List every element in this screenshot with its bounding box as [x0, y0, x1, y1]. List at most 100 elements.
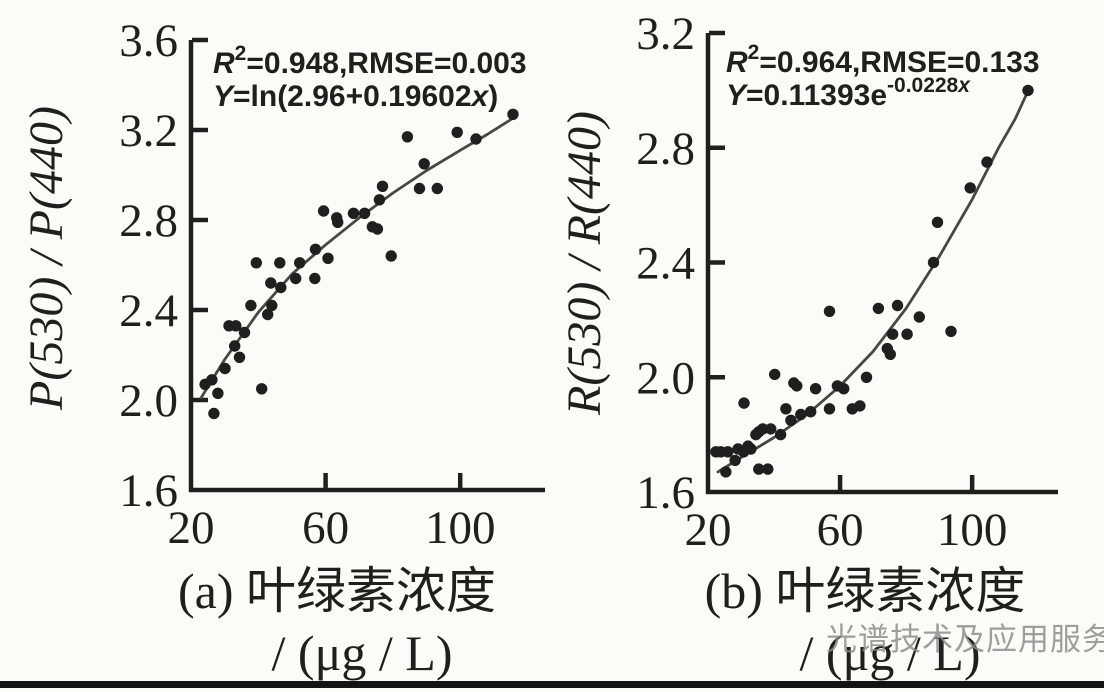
data-point [884, 348, 896, 360]
annotation-line: Y=0.11393e-0.0228x [726, 74, 971, 112]
data-point [358, 207, 371, 219]
data-point [262, 308, 274, 321]
data-point [913, 311, 925, 323]
data-point [762, 463, 774, 475]
x-tick-label: 20 [685, 504, 732, 556]
data-point [418, 158, 430, 170]
data-point [785, 414, 797, 426]
data-point [309, 243, 322, 255]
data-point [872, 302, 885, 315]
y-axis-label: R(530) / R(440) [558, 111, 611, 416]
data-point [322, 252, 334, 264]
data-point [791, 380, 803, 392]
data-point [964, 182, 976, 194]
annotation-line: Y=ln(2.96+0.19602x) [213, 80, 498, 113]
data-point [347, 207, 360, 219]
y-tick-label: 2.4 [636, 238, 695, 290]
data-point [901, 328, 913, 340]
data-point [931, 216, 944, 228]
y-tick-label: 1.6 [119, 465, 178, 517]
data-point [266, 299, 278, 312]
data-point [981, 156, 993, 168]
data-point [720, 466, 732, 478]
data-point [886, 328, 899, 340]
panel-caption-line: / (μg / L) [272, 625, 453, 681]
data-point [757, 423, 769, 435]
y-tick-label: 3.2 [119, 105, 178, 157]
data-point [765, 423, 777, 435]
data-point [250, 257, 262, 269]
data-point [838, 383, 850, 395]
watermark-text: 光谱技术及应用服务 [826, 622, 1104, 657]
panel-caption-line: / (μg / L) [800, 625, 981, 681]
y-tick-label: 2.8 [119, 195, 178, 247]
fit-curve [716, 89, 1030, 474]
x-tick-label: 100 [425, 502, 496, 554]
data-point [722, 446, 734, 458]
bottom-divider-bar [0, 681, 1104, 688]
data-point [256, 383, 268, 395]
data-point [431, 182, 443, 195]
y-axis-label: P(530) / P(440) [20, 106, 73, 411]
data-point [274, 257, 286, 269]
y-tick-label: 2.8 [636, 123, 695, 175]
data-point [745, 443, 757, 455]
data-point [809, 383, 822, 395]
data-point [219, 362, 231, 375]
data-point [317, 205, 330, 217]
data-point [233, 351, 246, 363]
data-point [753, 463, 765, 475]
data-point [331, 212, 343, 224]
data-point [413, 182, 426, 195]
x-tick-label: 60 [302, 502, 349, 554]
data-point [795, 408, 807, 421]
data-point [1022, 84, 1034, 97]
data-point [451, 126, 463, 138]
y-tick-label: 2.0 [119, 375, 178, 427]
data-point [507, 108, 519, 121]
y-tick-label: 1.6 [636, 467, 695, 519]
x-tick-label: 20 [168, 502, 215, 554]
x-tick-label: 100 [937, 504, 1008, 556]
data-point [891, 299, 904, 312]
y-tick-label: 3.6 [119, 15, 178, 67]
data-point [769, 368, 781, 381]
data-point [229, 340, 241, 352]
data-point [854, 400, 866, 412]
data-point [401, 131, 414, 143]
annotation-line: R2=0.964,RMSE=0.133 [726, 41, 1040, 79]
chart-panel-a: 1.6 2.0 2.4 2.8 3.2 3.6 20 60 100 P(530) / P(440)… [20, 15, 545, 681]
axes-frame [705, 33, 1058, 495]
data-point [945, 325, 957, 338]
data-point [230, 320, 242, 332]
data-point [385, 250, 397, 262]
y-tick-label: 3.2 [636, 8, 695, 60]
data-point [780, 403, 792, 415]
data-point [860, 371, 873, 383]
panel-caption-line: (a) 叶绿素浓度 [178, 563, 496, 619]
data-point [275, 281, 287, 294]
data-point [774, 428, 787, 441]
axes-frame [188, 40, 545, 493]
data-point [738, 397, 750, 409]
data-point [265, 277, 277, 289]
data-point [290, 272, 302, 285]
data-point [927, 256, 940, 269]
chart-panel-b: 1.6 2.0 2.4 2.8 3.2 20 60 100 R(530) / R(440) R2=… [558, 8, 1058, 681]
x-tick-label: 60 [817, 504, 864, 556]
data-point [470, 133, 482, 145]
data-point [729, 454, 741, 467]
data-point [371, 223, 384, 235]
data-point [376, 180, 389, 192]
panel-caption-line: (b) 叶绿素浓度 [705, 563, 1026, 619]
data-point [245, 299, 257, 312]
data-point [823, 403, 836, 415]
data-point [199, 378, 211, 390]
data-point [823, 305, 836, 317]
data-point [294, 257, 306, 269]
fit-curve [199, 115, 518, 400]
data-point [208, 407, 220, 420]
data-point [805, 406, 817, 418]
